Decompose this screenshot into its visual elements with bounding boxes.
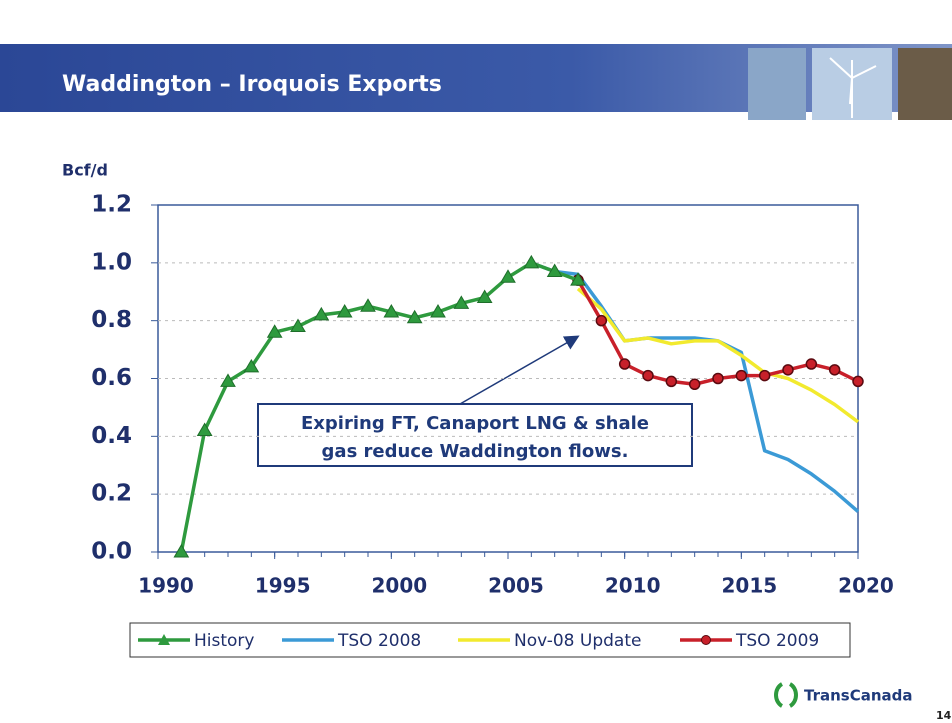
marker (290, 318, 306, 332)
legend-label: Nov-08 Update (514, 631, 641, 651)
legend-marker (701, 635, 711, 645)
slide-title: Waddington – Iroquois Exports (62, 72, 442, 97)
marker (453, 295, 470, 309)
y-tick-label: 0.2 (91, 481, 132, 507)
marker (852, 375, 864, 388)
y-tick-label: 0.6 (91, 365, 132, 391)
logo-mark (774, 682, 798, 708)
y-tick-label: 1.2 (91, 192, 132, 218)
marker (712, 372, 724, 385)
turbine (829, 57, 877, 118)
y-tick-label: 0.0 (91, 539, 132, 565)
x-tick-label: 1995 (255, 574, 311, 598)
marker (430, 303, 446, 318)
marker (383, 303, 400, 318)
marker (523, 254, 540, 269)
legend-marker (158, 634, 170, 645)
annotation-box (257, 403, 693, 467)
marker (476, 289, 493, 304)
annotation: gas reduce Waddington flows. (322, 441, 629, 462)
marker (243, 358, 260, 373)
marker (500, 269, 516, 283)
marker (220, 373, 236, 387)
x-tick-label: 2015 (721, 574, 777, 598)
marker (360, 298, 376, 312)
marker (758, 369, 771, 382)
logo: TransCanada (804, 687, 913, 705)
marker (266, 324, 283, 338)
photo (748, 48, 806, 120)
marker (595, 314, 608, 327)
legend-label: TSO 2009 (735, 631, 819, 651)
legend-label: TSO 2008 (337, 631, 421, 651)
marker (618, 358, 631, 370)
marker (735, 369, 748, 382)
series-line (530, 261, 860, 513)
annotation-arrow (459, 335, 580, 405)
marker (336, 303, 353, 318)
x-tick-label: 2005 (488, 574, 544, 598)
x-tick-label: 1990 (138, 574, 194, 598)
marker (688, 378, 701, 391)
series-line (576, 287, 860, 424)
marker (665, 375, 678, 388)
x-tick-label: 2010 (605, 574, 661, 598)
marker (642, 369, 654, 382)
page-number: 14 (936, 709, 952, 722)
x-tick-label: 2000 (371, 574, 427, 598)
marker (313, 306, 330, 321)
marker (782, 364, 794, 376)
marker (570, 272, 586, 286)
legend-label: History (194, 631, 254, 651)
annotation: Expiring FT, Canaport LNG & shale (301, 413, 649, 434)
marker (805, 358, 818, 370)
marker (406, 309, 423, 324)
photo (898, 48, 952, 120)
y-tick-label: 0.4 (91, 423, 132, 449)
marker (828, 364, 841, 376)
x-tick-label: 2020 (838, 574, 894, 598)
marker (196, 422, 213, 437)
y-tick-label: 0.8 (91, 307, 132, 333)
marker (546, 263, 563, 278)
marker (173, 544, 190, 558)
y-axis-label: Bcf/d (62, 161, 108, 180)
y-tick-label: 1.0 (91, 249, 132, 275)
